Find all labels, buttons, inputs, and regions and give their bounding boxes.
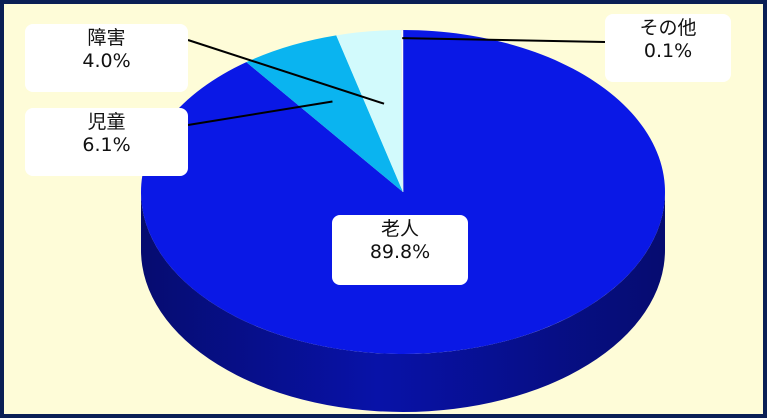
pie-side-wall	[141, 192, 665, 412]
slice-label-shogai: 障害 4.0%	[25, 24, 188, 92]
slice-label-jido: 児童 6.1%	[25, 108, 188, 176]
pie-slice-3	[401, 29, 404, 193]
leader-line-1	[187, 100, 333, 126]
pie-slice-2	[336, 30, 403, 192]
leader-line-2	[187, 39, 385, 105]
slice-label-rojin: 老人 89.8%	[332, 215, 468, 285]
pie-slice-1	[246, 35, 403, 192]
slice-label-sonota: その他 0.1%	[605, 14, 731, 82]
leader-line-3	[402, 37, 606, 43]
